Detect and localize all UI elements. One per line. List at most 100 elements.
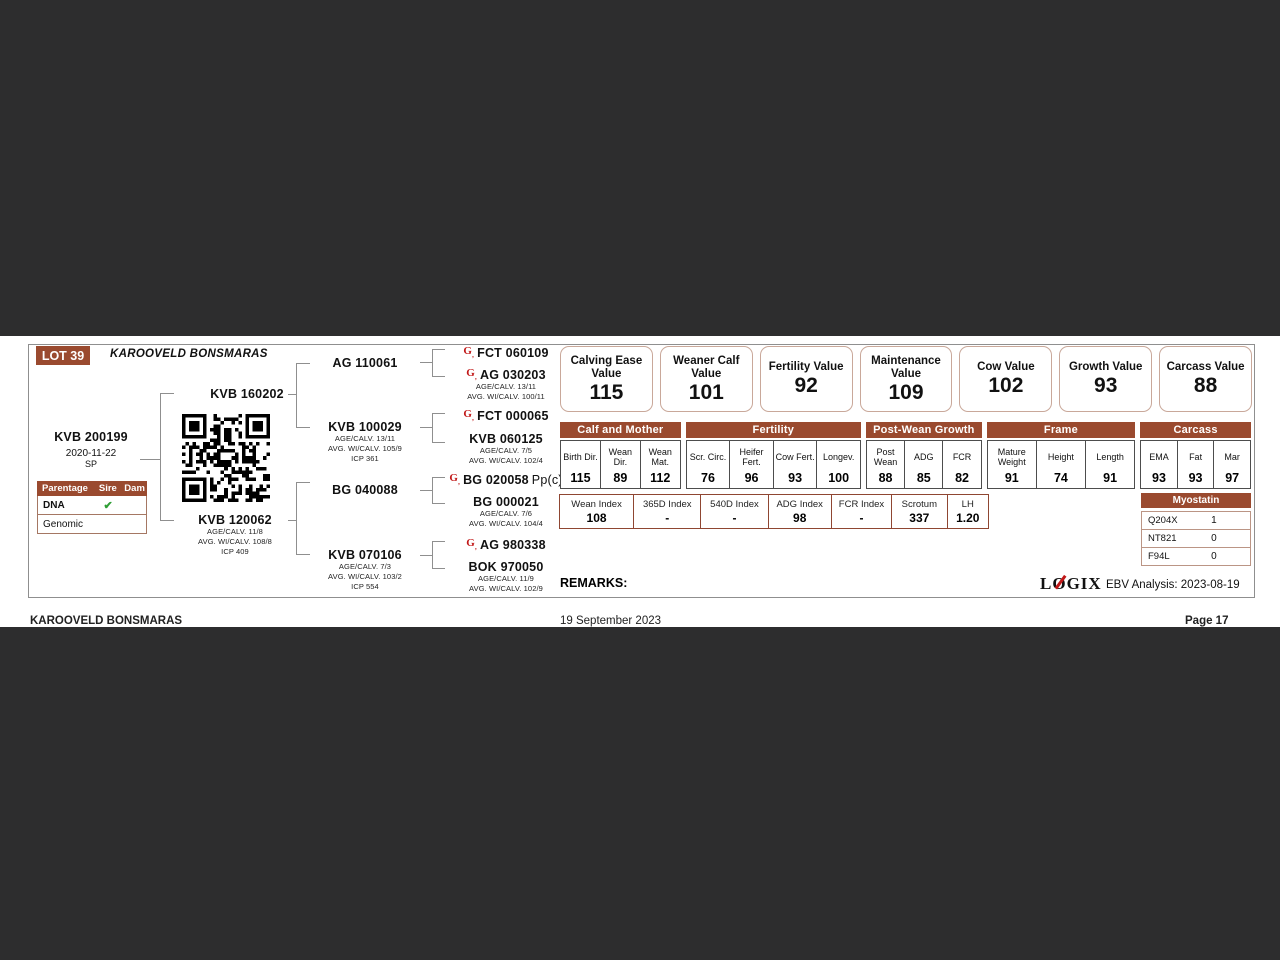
- value-box-label: Maintenance Value: [871, 354, 941, 380]
- index-value: 1.20: [956, 510, 980, 525]
- ebv-col-value: 96: [744, 471, 759, 485]
- value-box-number: 109: [888, 380, 924, 404]
- animal-id: AG 110061: [332, 356, 398, 370]
- viewer-background: [0, 627, 1280, 960]
- ebv-col-value: 82: [955, 471, 970, 485]
- animal-id: KVB 120062: [198, 513, 272, 527]
- myostatin-value: 0: [1211, 551, 1217, 562]
- index-value: 98: [793, 510, 807, 525]
- footer-date: 19 September 2023: [560, 615, 662, 627]
- footer-page-number: Page 17: [1185, 615, 1229, 627]
- ebv-group-frame: Frame Mature Weight 91 Height 74 Length 91: [986, 422, 1136, 489]
- pedigree-line: [297, 363, 310, 364]
- pedigree-node-ggparent: BOK 970050 AGE/CALV. 11/9 AVG. WI/CALV. …: [452, 560, 560, 594]
- ebv-col-label: Birth Dir.: [563, 452, 598, 462]
- index-value: -: [732, 510, 737, 525]
- value-box-calving-ease: Calving Ease Value 115: [560, 346, 653, 412]
- myostatin-value: 1: [1211, 515, 1217, 526]
- pedigree-line: [297, 482, 310, 483]
- value-box-label: Cow Value: [977, 361, 1035, 373]
- index-label: 365D Index: [642, 498, 692, 510]
- breeding-value-row: Calving Ease Value 115 Weaner Calf Value…: [560, 346, 1253, 412]
- parentage-row-dna: DNA ✔: [37, 496, 147, 515]
- pedigree-line: [296, 363, 297, 428]
- calving-stat: AGE/CALV. 7/3: [338, 562, 392, 571]
- index-label: FCR Index: [838, 498, 885, 510]
- poll-gene-tag: Pp(c): [531, 473, 563, 488]
- ebv-col-label: Fat: [1189, 452, 1203, 462]
- animal-id: AG 980338: [479, 538, 546, 553]
- myostatin-gene: F94L: [1148, 551, 1170, 562]
- ebv-col-label: ADG: [914, 452, 934, 462]
- breed-merit-icon: [463, 409, 474, 423]
- ebv-table: Calf and Mother Birth Dir. 115 Wean Dir. 8…: [560, 422, 1251, 489]
- calving-stat: AVG. WI/CALV. 103/2: [328, 572, 402, 581]
- pedigree-line: [160, 393, 161, 521]
- pedigree-node-animal: KVB 200199 2020-11-22 SP: [36, 430, 146, 470]
- ebv-col-value: 85: [916, 471, 931, 485]
- myostatin-row: Q204X 1: [1141, 511, 1251, 530]
- ebv-col-value: 93: [1188, 471, 1203, 485]
- parentage-col-label: Parentage: [42, 483, 88, 494]
- pedigree-line: [140, 459, 160, 460]
- calving-stat: AGE/CALV. 7/6: [479, 509, 533, 518]
- myostatin-row: F94L 0: [1141, 547, 1251, 566]
- ebv-col-label: Mature Weight: [997, 447, 1026, 467]
- animal-id: BG 040088: [332, 483, 398, 497]
- calving-stat: AGE/CALV. 11/8: [207, 527, 263, 536]
- value-box-number: 115: [589, 380, 624, 404]
- pedigree-line: [432, 541, 433, 569]
- calving-stat: AVG. WI/CALV. 108/8: [198, 537, 272, 546]
- animal-id: KVB 100029: [328, 420, 402, 434]
- pedigree-node-ggparent: FCT 060109: [452, 346, 560, 360]
- value-box-maintenance: Maintenance Value 109: [859, 346, 953, 412]
- logix-logo: LOGIX: [1040, 574, 1102, 594]
- pedigree-line: [433, 413, 445, 414]
- ebv-col-label: Length: [1096, 452, 1124, 462]
- pedigree-line: [433, 376, 445, 377]
- ebv-col-value: 100: [828, 471, 850, 485]
- ebv-group-post-wean-growth: Post-Wean Growth Post Wean 88 ADG 85 FCR 82: [865, 422, 982, 489]
- ebv-col-label: EMA: [1149, 452, 1169, 462]
- ebv-col-label: FCR: [952, 452, 972, 462]
- animal-dob: 2020-11-22: [65, 448, 117, 459]
- pedigree-line: [288, 520, 296, 521]
- ebv-group-header: Calf and Mother: [560, 422, 681, 438]
- breed-merit-icon: [466, 368, 477, 382]
- ebv-col-label: Scr. Circ.: [689, 452, 727, 462]
- ebv-col-label: Mar: [1224, 452, 1240, 462]
- index-value: -: [665, 510, 670, 525]
- pedigree-line: [432, 349, 433, 377]
- stud-title: KAROOVELD BONSMARAS: [110, 348, 268, 360]
- value-box-number: 88: [1193, 374, 1218, 397]
- value-box-growth: Growth Value 93: [1059, 346, 1153, 412]
- pedigree-line: [432, 413, 433, 443]
- animal-id: KVB 060125: [469, 432, 543, 446]
- animal-id: BG 000021: [473, 495, 539, 509]
- calving-stat: AVG. WI/CALV. 105/9: [328, 444, 402, 453]
- logix-letter-o: O: [1052, 574, 1067, 593]
- ebv-group-header: Fertility: [685, 422, 861, 438]
- animal-id: FCT 000065: [477, 409, 549, 424]
- index-table: Wean Index 108 365D Index - 540D Index - AD…: [559, 494, 989, 529]
- icp-stat: ICP 554: [351, 582, 379, 591]
- myostatin-table: Q204X 1 NT821 0 F94L 0: [1141, 511, 1251, 566]
- value-box-number: 101: [688, 380, 724, 404]
- parentage-col-sire: Sire: [98, 483, 117, 494]
- animal-id: KVB 160202: [210, 387, 284, 401]
- lot-content-box: [28, 344, 1255, 598]
- animal-id: BG 020058: [463, 473, 529, 488]
- ebv-group-fertility: Fertility Scr. Circ. 76 Heifer Fert. 96 Co…: [685, 422, 861, 489]
- ebv-col-label: Cow Fert.: [775, 452, 815, 462]
- breed-merit-icon: [466, 538, 477, 552]
- animal-id: KVB 200199: [54, 430, 128, 444]
- value-box-label: Fertility Value: [768, 361, 844, 373]
- pedigree-node-ggparent: KVB 060125 AGE/CALV. 7/5 AVG. WI/CALV. 1…: [452, 432, 560, 466]
- value-box-fertility: Fertility Value 92: [759, 346, 853, 412]
- pedigree-line: [297, 427, 310, 428]
- ebv-col-label: Longev.: [822, 452, 855, 462]
- remarks-label: REMARKS:: [560, 576, 628, 590]
- parentage-row-label: DNA: [43, 499, 65, 511]
- parentage-header: Parentage Sire Dam: [37, 481, 147, 496]
- pedigree-line: [161, 393, 174, 394]
